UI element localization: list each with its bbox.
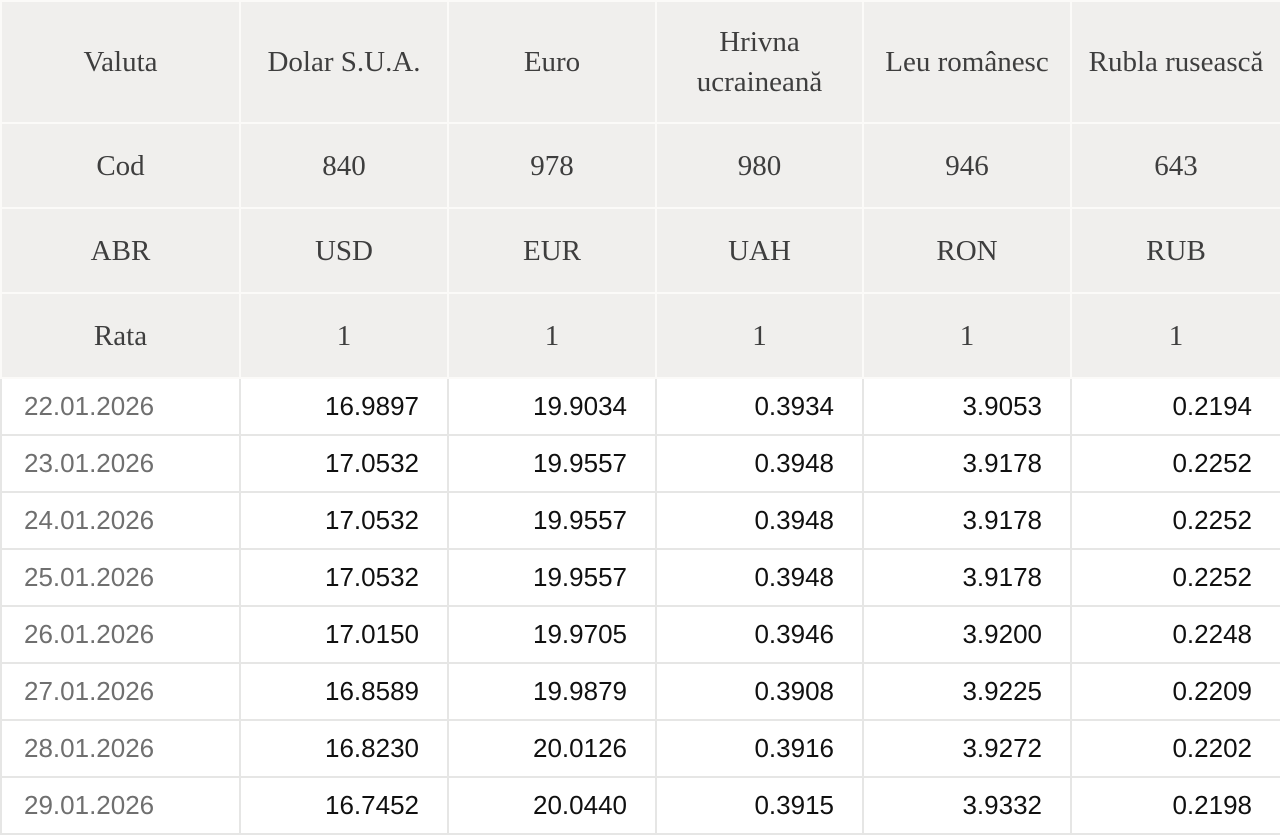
- rate-value-cell: 3.9053: [862, 377, 1072, 436]
- currency-abbr-cell: UAH: [655, 207, 864, 294]
- rate-value-cell: 0.2252: [1070, 548, 1280, 607]
- currency-code-cell: 840: [239, 122, 449, 209]
- header-row-label: Cod: [0, 122, 241, 209]
- date-cell: 28.01.2026: [0, 719, 241, 778]
- rate-value-cell: 16.9897: [239, 377, 449, 436]
- currency-name-cell: Euro: [447, 0, 657, 124]
- rate-value-cell: 0.3948: [655, 491, 864, 550]
- rate-value-cell: 0.3946: [655, 605, 864, 664]
- rate-value-cell: 17.0532: [239, 491, 449, 550]
- rate-value-cell: 3.9272: [862, 719, 1072, 778]
- header-row-label: ABR: [0, 207, 241, 294]
- rate-value-cell: 0.2248: [1070, 605, 1280, 664]
- abr-row: ABR USD EUR UAH RON RUB: [0, 207, 1280, 294]
- currency-code-cell: 643: [1070, 122, 1280, 209]
- header-row-label: Valuta: [0, 0, 241, 124]
- rate-value-cell: 0.2209: [1070, 662, 1280, 721]
- rate-row: 22.01.2026 16.9897 19.9034 0.3934 3.9053…: [0, 377, 1280, 436]
- header-row-label: Rata: [0, 292, 241, 379]
- currency-code-cell: 946: [862, 122, 1072, 209]
- rate-row: 28.01.2026 16.8230 20.0126 0.3916 3.9272…: [0, 719, 1280, 778]
- rate-value-cell: 16.8230: [239, 719, 449, 778]
- rate-value-cell: 17.0532: [239, 434, 449, 493]
- currency-abbr-cell: USD: [239, 207, 449, 294]
- rate-value-cell: 16.8589: [239, 662, 449, 721]
- currency-abbr-cell: RUB: [1070, 207, 1280, 294]
- rate-row: 24.01.2026 17.0532 19.9557 0.3948 3.9178…: [0, 491, 1280, 550]
- date-cell: 29.01.2026: [0, 776, 241, 835]
- rata-row: Rata 1 1 1 1 1: [0, 292, 1280, 379]
- currency-code-cell: 980: [655, 122, 864, 209]
- rate-value-cell: 0.3915: [655, 776, 864, 835]
- rate-value-cell: 17.0150: [239, 605, 449, 664]
- cod-row: Cod 840 978 980 946 643: [0, 122, 1280, 209]
- rate-base-cell: 1: [862, 292, 1072, 379]
- date-cell: 27.01.2026: [0, 662, 241, 721]
- rate-base-cell: 1: [239, 292, 449, 379]
- rate-value-cell: 19.9557: [447, 434, 657, 493]
- currency-name-cell: Leu românesc: [862, 0, 1072, 124]
- rate-base-cell: 1: [447, 292, 657, 379]
- rate-value-cell: 20.0126: [447, 719, 657, 778]
- rate-row: 25.01.2026 17.0532 19.9557 0.3948 3.9178…: [0, 548, 1280, 607]
- currency-name-cell: Dolar S.U.A.: [239, 0, 449, 124]
- rate-value-cell: 19.9557: [447, 491, 657, 550]
- rate-value-cell: 3.9200: [862, 605, 1072, 664]
- currency-abbr-cell: EUR: [447, 207, 657, 294]
- rate-row: 23.01.2026 17.0532 19.9557 0.3948 3.9178…: [0, 434, 1280, 493]
- date-cell: 25.01.2026: [0, 548, 241, 607]
- date-cell: 23.01.2026: [0, 434, 241, 493]
- rate-value-cell: 0.2202: [1070, 719, 1280, 778]
- rate-value-cell: 3.9178: [862, 434, 1072, 493]
- rate-row: 26.01.2026 17.0150 19.9705 0.3946 3.9200…: [0, 605, 1280, 664]
- date-cell: 22.01.2026: [0, 377, 241, 436]
- date-cell: 24.01.2026: [0, 491, 241, 550]
- rate-value-cell: 3.9332: [862, 776, 1072, 835]
- currency-abbr-cell: RON: [862, 207, 1072, 294]
- rate-value-cell: 3.9178: [862, 491, 1072, 550]
- rate-base-cell: 1: [655, 292, 864, 379]
- rate-value-cell: 19.9879: [447, 662, 657, 721]
- rate-value-cell: 0.2194: [1070, 377, 1280, 436]
- rate-value-cell: 0.2252: [1070, 434, 1280, 493]
- rate-value-cell: 0.3948: [655, 548, 864, 607]
- rate-value-cell: 16.7452: [239, 776, 449, 835]
- rate-value-cell: 0.3908: [655, 662, 864, 721]
- currency-name-cell: Hrivna ucraineană: [655, 0, 864, 124]
- rate-value-cell: 0.3948: [655, 434, 864, 493]
- date-cell: 26.01.2026: [0, 605, 241, 664]
- rate-value-cell: 19.9705: [447, 605, 657, 664]
- rate-value-cell: 0.3934: [655, 377, 864, 436]
- rate-base-cell: 1: [1070, 292, 1280, 379]
- rate-value-cell: 0.3916: [655, 719, 864, 778]
- valuta-row: Valuta Dolar S.U.A. Euro Hrivna ucrainea…: [0, 0, 1280, 124]
- currency-name-cell: Rubla rusească: [1070, 0, 1280, 124]
- rate-value-cell: 19.9034: [447, 377, 657, 436]
- rate-value-cell: 0.2198: [1070, 776, 1280, 835]
- rate-value-cell: 17.0532: [239, 548, 449, 607]
- rate-value-cell: 0.2252: [1070, 491, 1280, 550]
- rate-row: 29.01.2026 16.7452 20.0440 0.3915 3.9332…: [0, 776, 1280, 835]
- rate-value-cell: 3.9225: [862, 662, 1072, 721]
- rate-value-cell: 19.9557: [447, 548, 657, 607]
- currency-code-cell: 978: [447, 122, 657, 209]
- rate-value-cell: 3.9178: [862, 548, 1072, 607]
- rate-row: 27.01.2026 16.8589 19.9879 0.3908 3.9225…: [0, 662, 1280, 721]
- rate-value-cell: 20.0440: [447, 776, 657, 835]
